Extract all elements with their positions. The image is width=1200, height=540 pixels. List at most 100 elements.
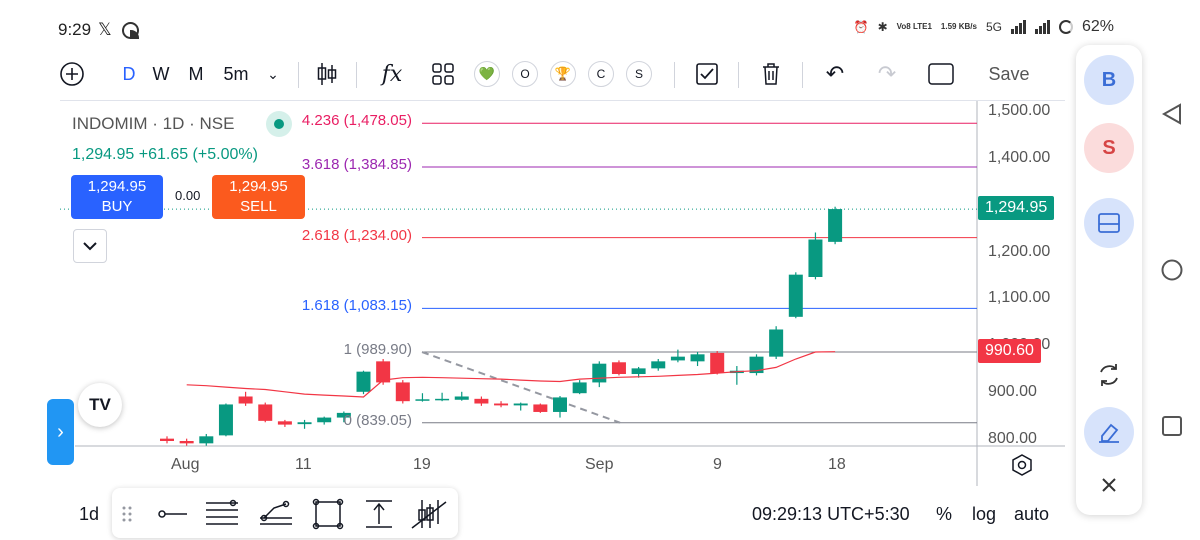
back-nav-icon[interactable]: [1160, 102, 1184, 126]
fullscreen-box-icon[interactable]: [926, 52, 956, 96]
x-tick-label: Sep: [585, 456, 614, 473]
network-type: 5G: [985, 20, 1002, 34]
checkbox-alert-icon[interactable]: [692, 52, 722, 96]
pitchfork-tool-icon[interactable]: [260, 500, 292, 525]
interval-5m[interactable]: 5m: [223, 63, 249, 84]
x-tick-label: 19: [413, 456, 431, 473]
chart-settings-hex-icon[interactable]: [1010, 453, 1034, 477]
indicator-chip-s[interactable]: S: [626, 61, 652, 87]
rotate-refresh-icon[interactable]: [1084, 350, 1134, 400]
toolbar-divider: [738, 62, 739, 88]
candle-body: [631, 368, 646, 374]
candle-body: [336, 412, 351, 418]
interval-dropdown-chevron-icon[interactable]: ⌄: [267, 65, 279, 82]
interval-m[interactable]: M: [188, 63, 204, 84]
buy-button[interactable]: 1,294.95 BUY: [71, 175, 163, 219]
drawing-tool-icons: [122, 498, 447, 530]
rectangle-tool-icon[interactable]: [312, 498, 344, 530]
indicator-chip-o[interactable]: O: [512, 61, 538, 87]
candle-body: [454, 396, 469, 400]
drawing-tools-panel: [112, 488, 458, 538]
add-symbol-button[interactable]: [58, 52, 86, 96]
x-tick-label: Aug: [171, 456, 200, 473]
candle-body: [592, 363, 607, 383]
float-sell-button[interactable]: S: [1084, 123, 1134, 173]
trend-line-tool-icon[interactable]: [158, 510, 187, 518]
candle-body: [258, 404, 273, 421]
sell-price: 1,294.95: [229, 178, 288, 195]
price-chart[interactable]: [60, 101, 1065, 486]
buy-label: BUY: [101, 198, 133, 215]
auto-toggle[interactable]: auto: [1014, 504, 1050, 524]
close-panel-icon[interactable]: [1084, 460, 1134, 510]
templates-grid-icon[interactable]: [428, 52, 458, 96]
eraser-icon[interactable]: [1084, 407, 1134, 457]
fib-level-label: 4.236 (1,478.05): [301, 112, 412, 130]
recents-nav-icon[interactable]: [1160, 414, 1184, 438]
candle-body: [651, 361, 666, 369]
undo-icon[interactable]: ↶: [825, 61, 845, 86]
measure-tool-icon[interactable]: [366, 500, 392, 528]
y-tick-label: 1,100.00: [988, 289, 1051, 307]
candle-body: [533, 404, 548, 412]
battery-percent: 62%: [1081, 18, 1114, 35]
x-tick-label: 9: [713, 456, 722, 473]
timeframe-button[interactable]: 1d: [79, 504, 100, 524]
interval-w[interactable]: W: [152, 63, 170, 84]
fib-retracement-tool-icon[interactable]: [206, 499, 238, 525]
candle-body: [690, 354, 705, 362]
candle-body: [395, 382, 410, 402]
interval-d[interactable]: D: [122, 63, 136, 84]
chart-area[interactable]: [60, 100, 1065, 486]
float-buy-button[interactable]: B: [1084, 55, 1134, 105]
x-logo-icon: 𝕏: [98, 20, 112, 39]
bottom-bar: 1d 09:29:13 UTC+5:30: [60, 488, 1070, 540]
candle-body: [670, 356, 685, 361]
candle-body: [218, 404, 233, 436]
market-status-dot-icon[interactable]: [266, 111, 292, 137]
indicator-chip-c[interactable]: C: [588, 61, 614, 87]
status-time: 9:29: [58, 20, 92, 39]
candle-body: [297, 422, 312, 425]
sell-button[interactable]: 1,294.95 SELL: [212, 175, 305, 219]
candles-icon[interactable]: [312, 52, 342, 96]
fib-level-label: 1.618 (1,083.15): [301, 297, 412, 315]
candle-body: [376, 361, 391, 383]
network-speed: 1.59 KB/s: [940, 22, 977, 31]
indicator-chip-heart[interactable]: 💚: [474, 61, 500, 87]
candle-body: [513, 403, 528, 406]
bar-pattern-tool-icon[interactable]: [411, 500, 447, 529]
redo-icon[interactable]: ↷: [877, 61, 897, 86]
candle-body: [317, 417, 332, 423]
layout-window-icon[interactable]: [1084, 198, 1134, 248]
symbol-title: INDOMIM · 1D · NSE: [72, 114, 235, 133]
candle-body: [415, 399, 430, 401]
moving-average-line: [186, 351, 836, 398]
floating-trade-panel: B S: [1076, 45, 1142, 515]
drag-handle-icon[interactable]: [122, 506, 132, 522]
app-notification-icon: [122, 22, 139, 39]
legend-collapse-chevron-icon[interactable]: [73, 229, 107, 263]
tradingview-logo-icon[interactable]: TV: [78, 383, 122, 427]
top-toolbar: D W M 5m ⌄ fx 💚 O 🏆 C S ↶ ↷ Save: [50, 52, 1065, 96]
home-nav-icon[interactable]: [1160, 258, 1184, 282]
percent-toggle[interactable]: %: [936, 504, 953, 524]
indicator-chip-trophy[interactable]: 🏆: [550, 61, 576, 87]
y-tick-label: 1,200.00: [988, 242, 1051, 260]
trash-icon[interactable]: [756, 52, 786, 96]
candle-body: [435, 398, 450, 401]
y-tick-label: 1,400.00: [988, 148, 1051, 166]
indicators-fx-icon[interactable]: fx: [376, 52, 408, 96]
candle-body: [179, 441, 194, 444]
candle-body: [553, 397, 567, 412]
candle-body: [828, 209, 843, 242]
price-change: 1,294.95 +61.65 (+5.00%): [72, 146, 258, 163]
toolbar-divider: [298, 62, 299, 88]
log-toggle[interactable]: log: [972, 504, 997, 524]
signal-icon-2: [1034, 20, 1050, 34]
candle-body: [710, 352, 725, 374]
save-button[interactable]: Save: [988, 63, 1030, 84]
candle-body: [277, 421, 292, 425]
side-panel-expand-chevron-icon[interactable]: ›: [47, 399, 74, 465]
candle-body: [808, 239, 823, 277]
